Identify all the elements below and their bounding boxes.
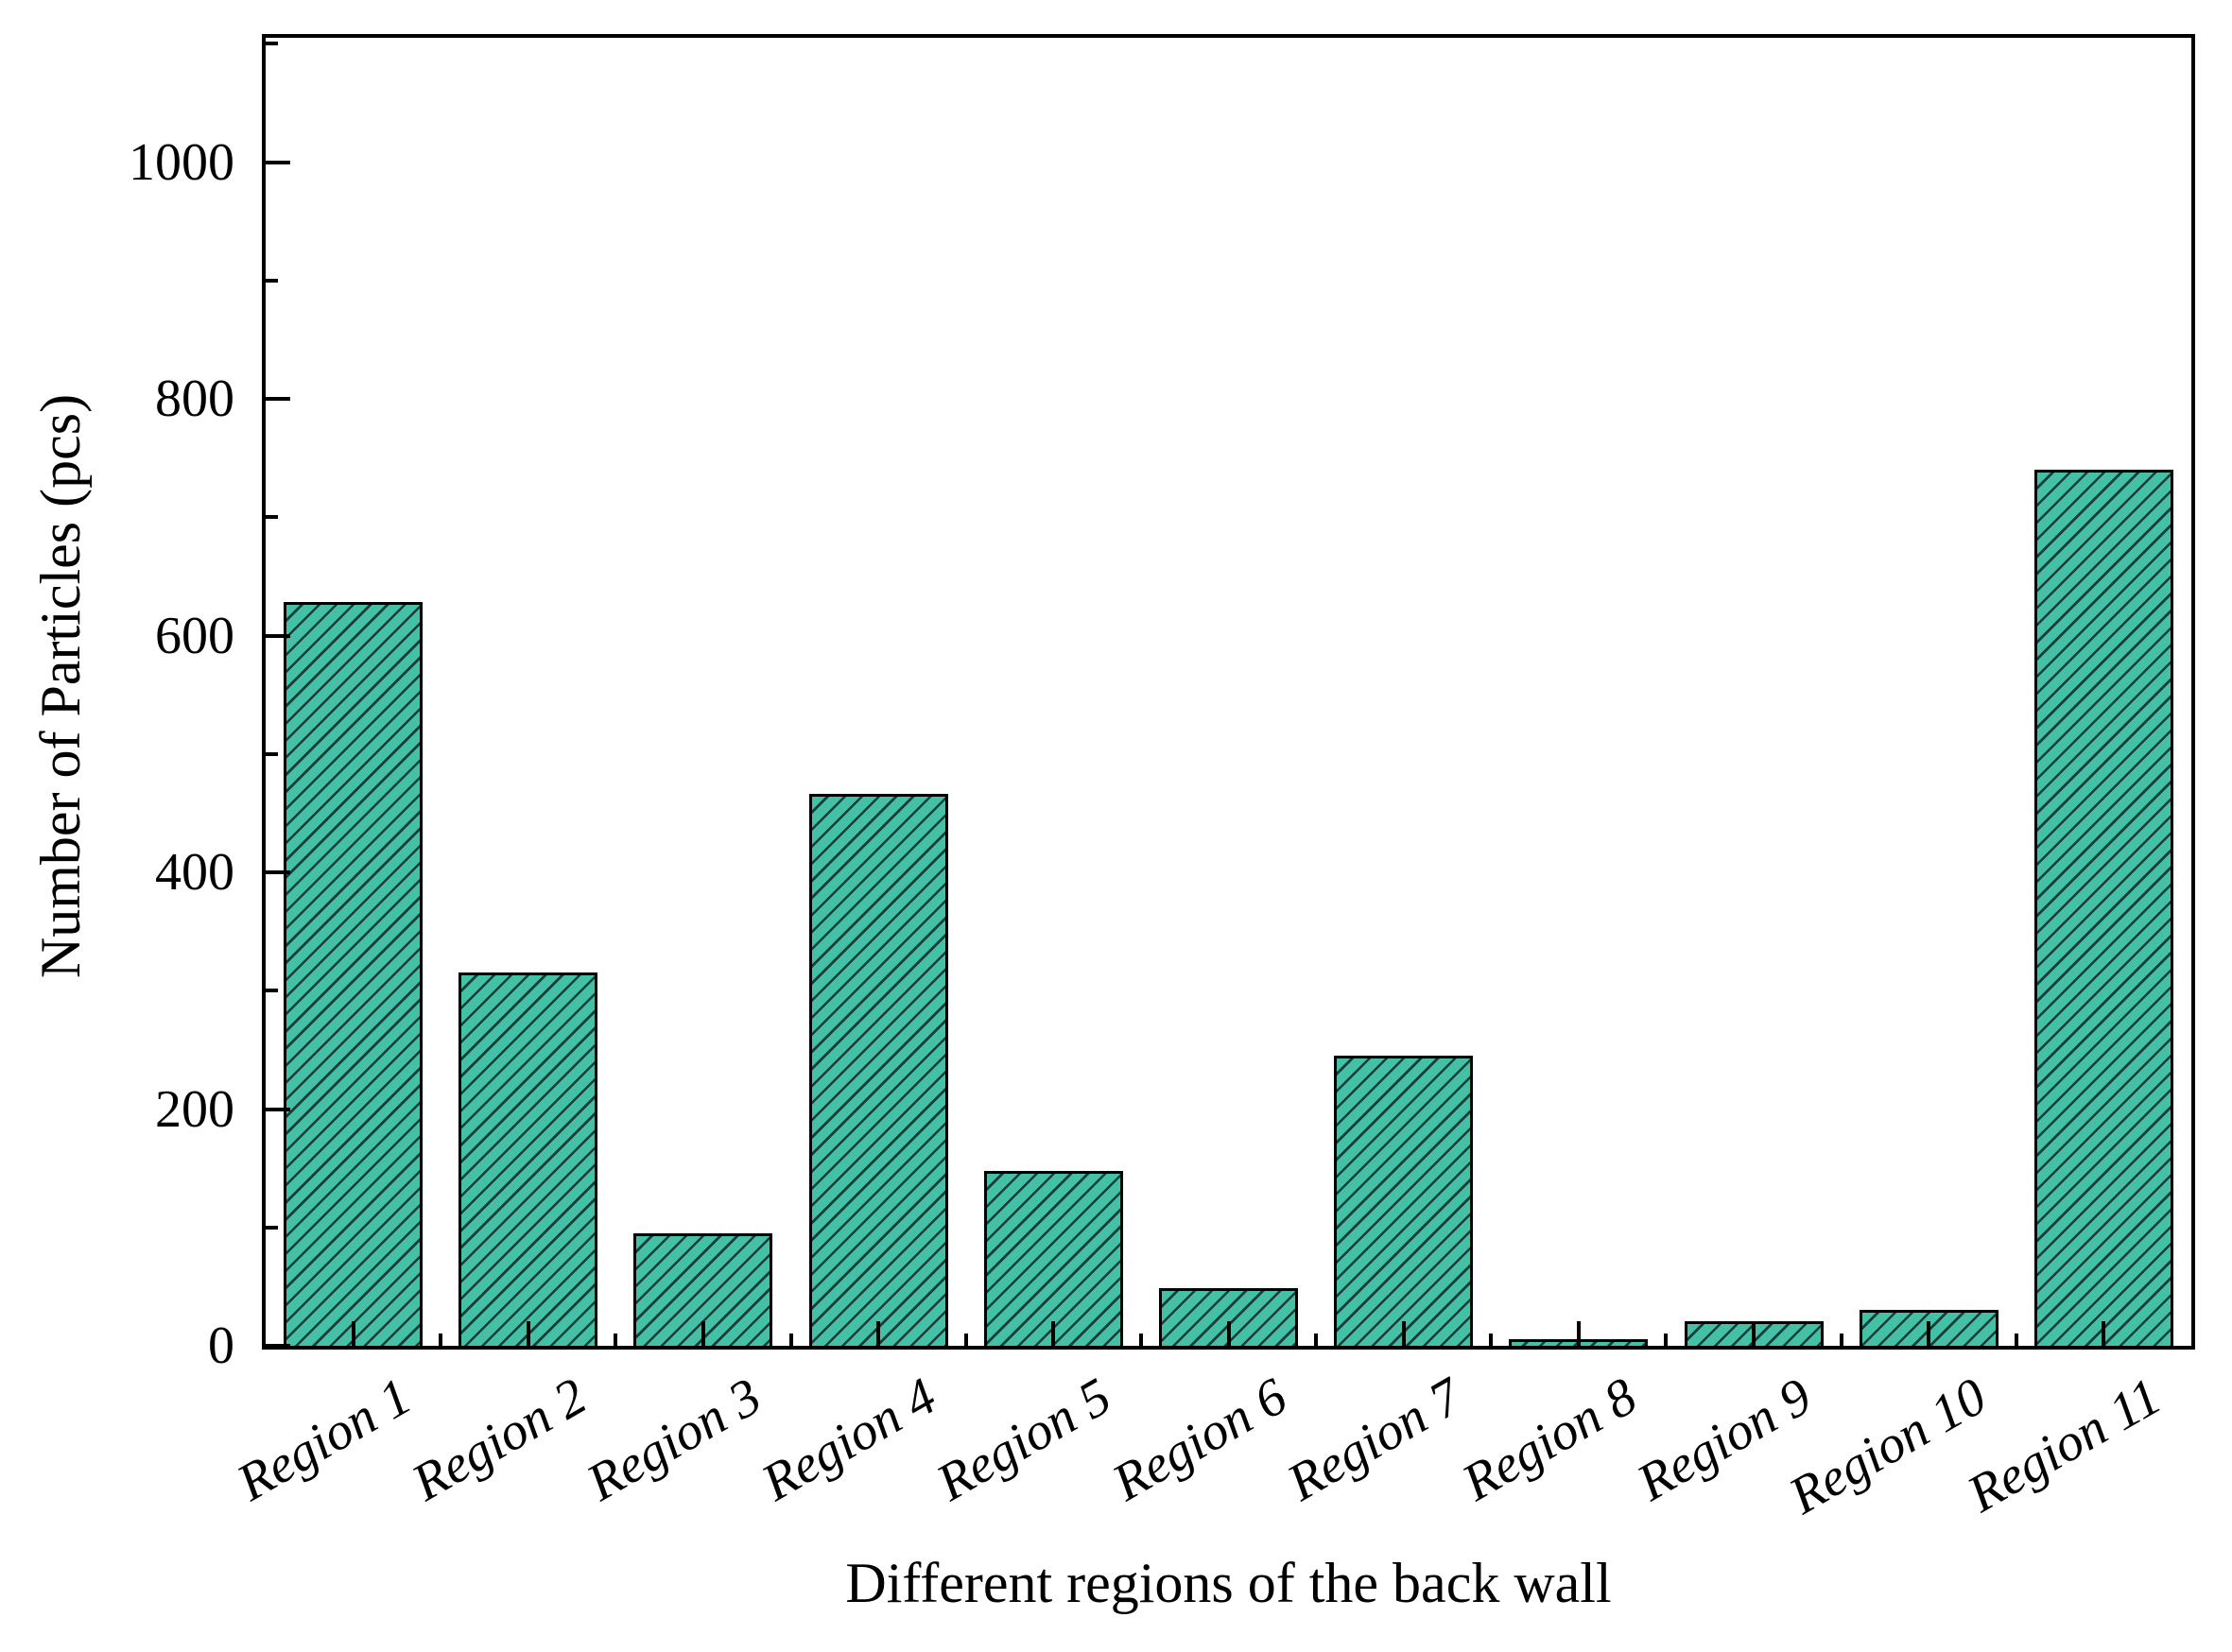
y-axis-tick-label: 600 [155,606,234,665]
y-axis-major-tick [266,633,290,638]
y-axis-major-tick [266,1344,290,1348]
y-axis-tick-label: 0 [208,1316,234,1375]
plot-area [262,34,2195,1350]
x-axis-major-tick [526,1321,530,1346]
y-axis-minor-tick [266,989,278,993]
x-axis-major-tick [1051,1321,1056,1346]
x-axis-major-tick [1576,1321,1581,1346]
x-axis-minor-tick [614,1334,618,1346]
y-axis-tick-label: 1000 [129,132,234,192]
bar-region-7 [1334,1056,1474,1346]
y-axis-tick-label: 200 [155,1079,234,1139]
y-axis-major-tick [266,397,290,401]
x-axis-major-tick [701,1321,705,1346]
y-axis-major-tick [266,870,290,874]
y-axis-minor-tick [266,751,278,756]
x-axis-title: Different regions of the back wall [845,1552,1612,1614]
x-axis-minor-tick [788,1334,793,1346]
x-axis-major-tick [1401,1321,1406,1346]
x-axis-minor-tick [439,1334,443,1346]
y-axis-tick-label: 400 [155,843,234,902]
x-axis-minor-tick [1314,1334,1319,1346]
y-axis-minor-tick [266,278,278,283]
x-axis-major-tick [1752,1321,1756,1346]
x-axis-major-tick [1927,1321,1931,1346]
bar-region-2 [459,972,598,1346]
x-axis-minor-tick [1839,1334,1843,1346]
x-axis-minor-tick [1489,1334,1494,1346]
x-axis-major-tick [1226,1321,1231,1346]
x-axis-minor-tick [1138,1334,1143,1346]
x-axis-major-tick [351,1321,355,1346]
y-axis-minor-tick [266,515,278,520]
bar-region-1 [284,602,424,1346]
y-axis-major-tick [266,160,290,164]
bar-region-11 [2033,470,2173,1346]
x-axis-minor-tick [963,1334,968,1346]
x-axis-minor-tick [1664,1334,1669,1346]
x-axis-major-tick [2102,1321,2106,1346]
bar-region-5 [983,1170,1123,1346]
y-axis-minor-tick [266,1225,278,1230]
x-axis-minor-tick [2014,1334,2018,1346]
y-axis-tick-label: 800 [155,370,234,428]
y-axis-major-tick [266,1107,290,1111]
bar-region-3 [633,1233,773,1346]
y-axis-minor-tick [266,42,278,46]
bar-region-4 [808,794,948,1346]
x-axis-major-tick [876,1321,881,1346]
